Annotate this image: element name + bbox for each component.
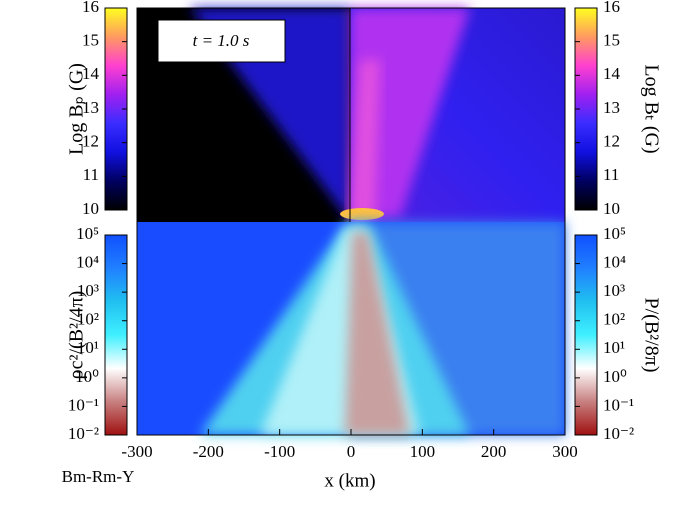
colorbar-tick-label: 10⁵ — [76, 224, 99, 243]
time-label: t = 1.0 s — [193, 31, 250, 50]
colorbar-tick-label: 10 — [82, 199, 99, 218]
colorbar-tick-label: 10¹ — [77, 338, 99, 357]
colorbar-tick-label: 10⁻¹ — [68, 395, 99, 414]
x-tick-label: 100 — [410, 442, 436, 461]
colorbar-tick-label: 12 — [603, 132, 620, 151]
colorbar-tick-label: 14 — [82, 64, 100, 83]
x-tick-label: 200 — [481, 442, 507, 461]
colorbar-tick-label: 13 — [603, 98, 620, 117]
colorbar-label: Log Bₚ (G) — [66, 63, 88, 155]
colorbar-tick-label: 10³ — [603, 281, 625, 300]
x-tick-label: 0 — [347, 442, 356, 461]
core — [340, 208, 384, 220]
colorbar-tick-label: 12 — [82, 132, 99, 151]
time-box — [157, 19, 286, 63]
colorbar-tick-label: 10¹ — [603, 338, 625, 357]
colorbar-tick-label: 10⁰ — [603, 367, 627, 386]
colorbar-tick-label: 10⁴ — [76, 252, 99, 271]
top-jet — [350, 60, 380, 218]
x-tick-label: -100 — [264, 442, 295, 461]
colorbar-label: Log Bₜ (G) — [640, 64, 662, 153]
bottom-jet — [345, 232, 410, 435]
colorbar — [574, 234, 598, 436]
colorbar-tick-label: 11 — [603, 165, 619, 184]
x-axis-label: x (km) — [324, 470, 375, 491]
colorbar-tick-label: 10⁻² — [68, 424, 99, 443]
x-tick-label: -300 — [121, 442, 152, 461]
colorbar-tick-label: 10² — [77, 310, 99, 329]
colorbar — [104, 234, 128, 436]
colorbar-tick-label: 10⁵ — [603, 224, 626, 243]
colorbar-tick-label: 16 — [603, 0, 620, 16]
colorbar-tick-label: 14 — [603, 64, 621, 83]
colorbar-tick-label: 16 — [82, 0, 99, 16]
colorbar-tick-label: 15 — [603, 31, 620, 50]
colorbar-tick-label: 10⁰ — [75, 367, 99, 386]
colorbar-tick-label: 15 — [82, 31, 99, 50]
x-tick-label: -200 — [193, 442, 224, 461]
colorbar-label: ρc²/(B²/4π) — [66, 291, 88, 380]
top-cone — [350, 8, 470, 218]
colorbar-tick-label: 10³ — [77, 281, 99, 300]
simulation-image — [136, 7, 566, 436]
colorbar-tick-label: 10 — [603, 199, 620, 218]
colorbar-tick-label: 10² — [603, 310, 625, 329]
colorbar-tick-label: 10⁻¹ — [603, 395, 634, 414]
colorbar-tick-label: 11 — [83, 165, 99, 184]
x-tick-label: 300 — [552, 442, 578, 461]
colorbar-tick-label: 10⁻² — [603, 424, 634, 443]
colorbar-tick-label: 13 — [82, 98, 99, 117]
model-label: Bm-Rm-Y — [62, 467, 135, 486]
colorbar-label: P/(B²/8π) — [640, 298, 662, 373]
colorbar-tick-label: 10⁴ — [603, 252, 626, 271]
